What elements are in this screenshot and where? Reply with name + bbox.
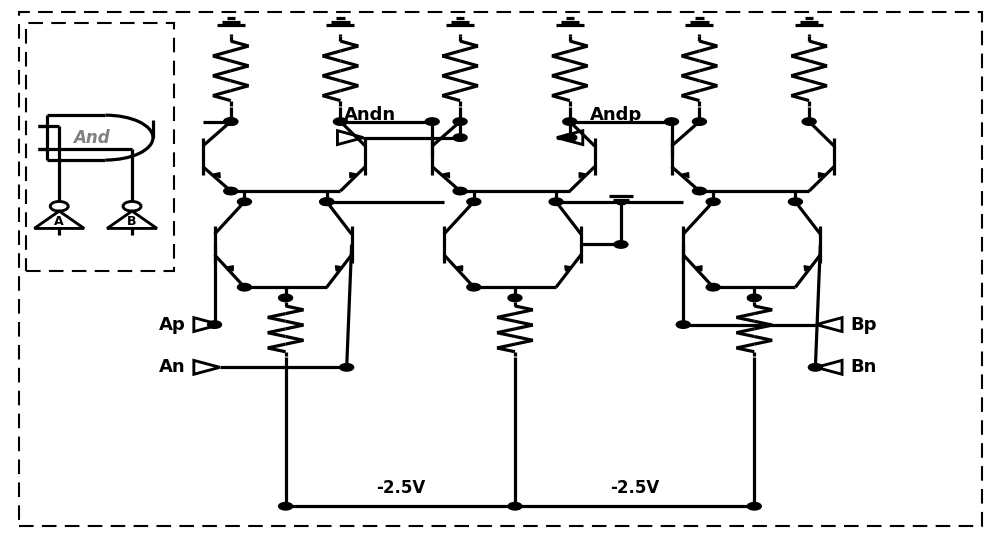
Circle shape (224, 118, 238, 125)
Text: Andn: Andn (343, 106, 396, 124)
Polygon shape (456, 266, 463, 271)
Circle shape (453, 134, 467, 141)
Polygon shape (565, 266, 572, 271)
Circle shape (333, 118, 347, 125)
Text: And: And (73, 129, 110, 147)
Circle shape (563, 134, 577, 141)
Circle shape (563, 118, 577, 125)
Circle shape (208, 321, 222, 328)
Text: Ap: Ap (159, 316, 186, 333)
Text: Bp: Bp (850, 316, 877, 333)
Polygon shape (350, 173, 356, 178)
Polygon shape (443, 173, 450, 178)
Polygon shape (335, 266, 342, 271)
Polygon shape (227, 266, 233, 271)
Circle shape (467, 284, 481, 291)
Polygon shape (213, 173, 220, 178)
Circle shape (237, 198, 251, 206)
Circle shape (665, 118, 679, 125)
Circle shape (706, 198, 720, 206)
Circle shape (224, 118, 238, 125)
Text: -2.5V: -2.5V (376, 478, 425, 497)
Circle shape (692, 187, 706, 195)
Circle shape (747, 294, 761, 302)
Circle shape (453, 118, 467, 125)
Circle shape (747, 503, 761, 510)
Circle shape (676, 321, 690, 328)
Circle shape (802, 118, 816, 125)
Polygon shape (818, 173, 825, 178)
Polygon shape (682, 173, 689, 178)
Polygon shape (804, 266, 811, 271)
Circle shape (320, 198, 334, 206)
Circle shape (279, 294, 293, 302)
Text: Bn: Bn (850, 358, 876, 376)
Text: A: A (54, 215, 64, 228)
Text: Andp: Andp (590, 106, 642, 124)
Circle shape (453, 187, 467, 195)
Circle shape (508, 294, 522, 302)
Circle shape (425, 118, 439, 125)
Circle shape (279, 503, 293, 510)
Circle shape (508, 503, 522, 510)
Circle shape (788, 198, 802, 206)
Circle shape (340, 364, 354, 371)
Circle shape (808, 364, 822, 371)
Circle shape (549, 198, 563, 206)
Circle shape (614, 241, 628, 248)
Text: -2.5V: -2.5V (610, 478, 659, 497)
Text: An: An (159, 358, 186, 376)
Circle shape (692, 118, 706, 125)
Circle shape (320, 198, 334, 206)
Circle shape (706, 284, 720, 291)
Circle shape (467, 198, 481, 206)
Polygon shape (695, 266, 702, 271)
Circle shape (224, 187, 238, 195)
Polygon shape (579, 173, 586, 178)
Text: B: B (127, 215, 137, 228)
Circle shape (237, 284, 251, 291)
